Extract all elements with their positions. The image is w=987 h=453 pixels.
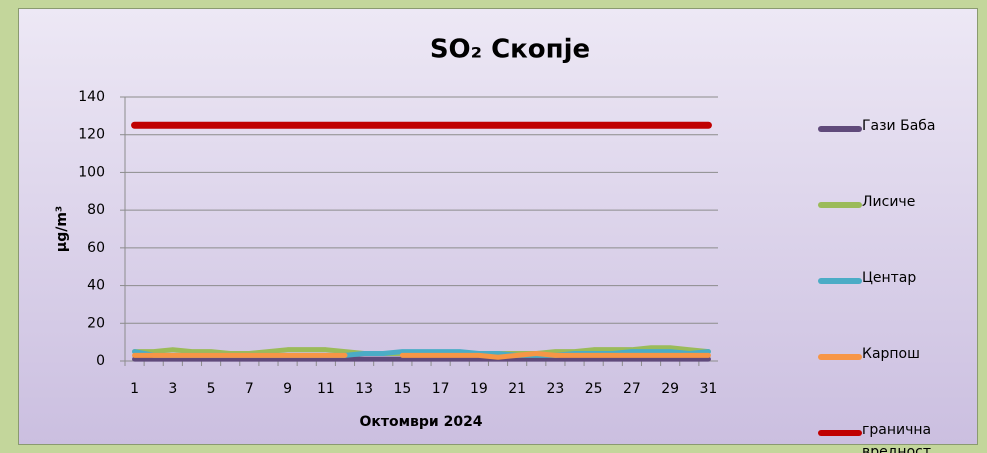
series-line	[132, 350, 711, 360]
legend-entry: Центар	[818, 270, 962, 289]
x-tick-label: 19	[470, 381, 488, 397]
x-tick-label: 3	[168, 381, 177, 397]
legend-entry: Карпош	[818, 346, 962, 365]
legend-label: Лисиче	[862, 194, 916, 210]
x-tick-label: 9	[283, 381, 292, 397]
legend-swatch	[818, 354, 862, 360]
y-tick-label: 0	[96, 353, 105, 369]
y-tick-label: 100	[78, 164, 105, 180]
x-tick-label: 5	[207, 381, 216, 397]
legend-entry: Лисиче	[818, 194, 962, 213]
legend-entry: Гази Баба	[818, 118, 962, 137]
y-tick-label: 60	[87, 240, 105, 256]
y-axis-label: µg/m³	[54, 206, 70, 252]
x-tick-label: 15	[393, 381, 411, 397]
chart-area	[18, 8, 978, 445]
x-tick-label: 21	[508, 381, 526, 397]
chart-title: SO₂ Скопје	[430, 35, 590, 65]
x-axis-label: Октомври 2024	[359, 414, 482, 430]
legend-swatch	[818, 202, 862, 208]
y-tick-label: 140	[78, 89, 105, 105]
y-tick-label: 80	[87, 202, 105, 218]
x-tick-label: 11	[317, 381, 335, 397]
y-tick-label: 120	[78, 127, 105, 143]
x-tick-label: 13	[355, 381, 373, 397]
legend-label: Центар	[862, 270, 917, 286]
x-tick-label: 27	[623, 381, 641, 397]
legend-entry: гранична вредност	[818, 422, 962, 453]
y-tick-label: 40	[87, 278, 105, 294]
x-tick-label: 1	[130, 381, 139, 397]
y-tick-label: 20	[87, 315, 105, 331]
x-tick-label: 25	[585, 381, 603, 397]
x-tick-label: 17	[432, 381, 450, 397]
legend-swatch	[818, 126, 862, 132]
x-tick-label: 29	[661, 381, 679, 397]
legend-swatch	[818, 430, 862, 436]
x-tick-label: 23	[546, 381, 564, 397]
legend-label: гранична вредност	[862, 422, 932, 453]
legend-label: Карпош	[862, 346, 920, 362]
x-tick-label: 7	[245, 381, 254, 397]
legend-label: Гази Баба	[862, 118, 936, 134]
x-tick-label: 31	[700, 381, 718, 397]
legend-swatch	[818, 278, 862, 284]
